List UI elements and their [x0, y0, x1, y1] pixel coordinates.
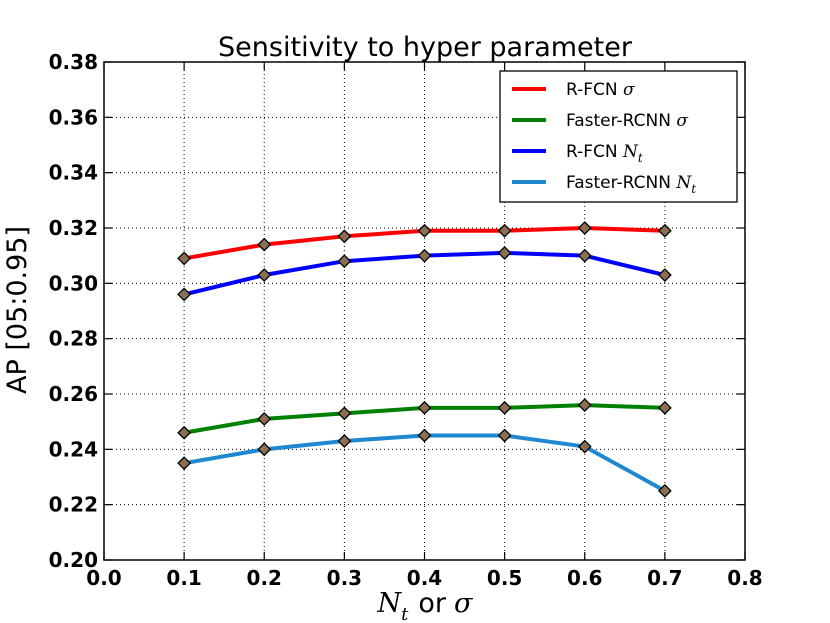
data-point-2-2	[337, 254, 352, 269]
y-tick-label: 0.24	[49, 437, 98, 461]
y-tick-label: 0.38	[49, 50, 98, 74]
data-markers	[177, 221, 672, 498]
x-tick-label: 0.8	[727, 566, 762, 590]
data-point-1-0	[177, 425, 192, 440]
data-point-1-2	[337, 406, 352, 421]
x-tick-label: 0.1	[166, 566, 201, 590]
x-axis-label-subscript: t	[401, 604, 409, 623]
data-point-0-4	[497, 223, 512, 238]
y-tick-label: 0.30	[49, 271, 98, 295]
x-tick-label: 0.7	[647, 566, 682, 590]
data-point-1-5	[577, 398, 592, 412]
y-tick-label: 0.22	[49, 493, 98, 517]
y-tick-label: 0.26	[49, 382, 98, 406]
y-tick-label: 0.36	[49, 105, 98, 129]
series-lines	[182, 226, 667, 493]
x-axis-label-joiner: or	[418, 588, 447, 619]
x-tick-label: 0.3	[327, 566, 362, 590]
x-axis-label: Nt or σ	[377, 588, 474, 623]
legend: R-FCN σ Faster-RCNN σ R-FCN Nt Faster-RCNN …	[499, 70, 738, 203]
legend-entry: R-FCN Nt	[566, 142, 643, 165]
data-point-0-2	[337, 229, 352, 244]
data-point-3-3	[417, 428, 432, 443]
y-tick-labels: 0.20 0.22 0.24 0.26 0.28 0.30 0.32 0.34 0.36 0.38	[49, 50, 98, 572]
y-axis-label: AP [05:0.95]	[2, 226, 33, 394]
y-tick-label: 0.20	[49, 548, 98, 572]
data-point-2-3	[417, 248, 432, 263]
data-point-2-4	[497, 245, 512, 260]
data-point-2-0	[177, 287, 192, 302]
data-point-0-1	[257, 237, 272, 252]
data-point-3-6	[657, 483, 672, 498]
legend-entry: Faster-RCNN σ	[566, 111, 688, 131]
chart-title: Sensitivity to hyper parameter	[218, 32, 633, 63]
y-tick-label: 0.32	[49, 216, 98, 240]
x-axis-label-symbol: N	[377, 588, 403, 619]
x-tick-label: 0.4	[407, 566, 442, 590]
data-point-2-1	[257, 268, 272, 282]
data-point-0-5	[577, 221, 592, 235]
data-point-1-6	[657, 400, 672, 415]
data-point-2-5	[577, 248, 592, 263]
data-point-0-3	[417, 223, 432, 238]
x-tick-label: 0.2	[247, 566, 282, 590]
legend-entry: Faster-RCNN Nt	[566, 173, 696, 196]
data-point-3-5	[577, 439, 592, 454]
data-point-3-2	[337, 434, 352, 448]
data-point-3-0	[177, 456, 192, 471]
x-tick-label: 0.6	[567, 566, 602, 590]
x-tick-labels: 0.0 0.1 0.2 0.3 0.4 0.5 0.6 0.7 0.8	[86, 566, 762, 590]
data-point-3-1	[257, 442, 272, 457]
data-point-0-6	[657, 223, 672, 238]
data-point-1-1	[257, 411, 272, 426]
data-point-3-4	[497, 428, 512, 443]
x-tick-label: 0.0	[86, 566, 121, 590]
data-point-1-3	[417, 400, 432, 415]
x-tick-label: 0.5	[487, 566, 522, 590]
legend-entry: R-FCN σ	[566, 80, 635, 100]
data-point-2-6	[657, 268, 672, 282]
y-tick-label: 0.34	[49, 161, 98, 185]
axis-ticks	[103, 61, 746, 561]
y-tick-label: 0.28	[49, 327, 98, 351]
data-point-0-0	[177, 251, 192, 266]
x-axis-label-sigma: σ	[454, 588, 474, 619]
data-point-1-4	[497, 400, 512, 415]
